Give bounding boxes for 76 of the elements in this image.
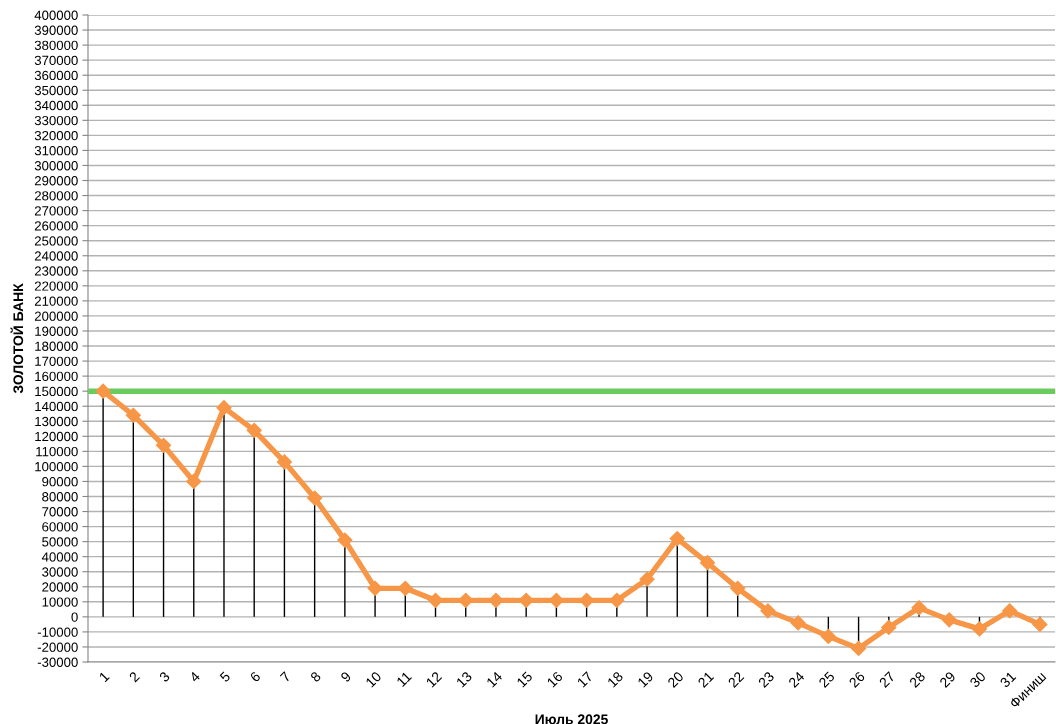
x-tick-label: 21: [697, 671, 715, 688]
y-tick-label: 320000: [34, 130, 78, 141]
y-tick-label: 70000: [42, 507, 78, 517]
x-tick-label: 23: [757, 671, 775, 688]
x-tick-label: 19: [637, 671, 654, 688]
y-tick-label: 300000: [34, 161, 78, 171]
x-tick-label: 2: [128, 671, 140, 683]
y-tick-label: 310000: [34, 145, 78, 156]
y-tick-label: 250000: [34, 236, 78, 246]
x-tick-label: 7: [279, 671, 292, 683]
y-tick-label: 10000: [42, 597, 78, 607]
y-tick-label: 400000: [34, 10, 78, 20]
y-tick-label: 20000: [42, 582, 78, 592]
y-tick-label: 350000: [34, 85, 78, 96]
x-axis-title: Июль 2025: [535, 714, 608, 724]
y-tick-label: 150000: [35, 386, 78, 397]
x-tick-label: 26: [848, 671, 866, 688]
y-tick-label: 130000: [35, 416, 78, 427]
x-tick-label: 6: [249, 671, 261, 683]
x-tick-label: 25: [818, 671, 836, 688]
y-tick-label: 40000: [41, 552, 78, 562]
y-tick-label: 240000: [34, 251, 78, 261]
y-tick-label: 390000: [34, 25, 78, 35]
x-tick-label: 18: [606, 671, 624, 688]
x-tick-label: 20: [667, 670, 685, 688]
y-tick-label: 340000: [34, 100, 78, 111]
x-tick-label: 1: [98, 671, 110, 683]
y-tick-label: 160000: [35, 371, 78, 382]
y-tick-label: -30000: [37, 657, 78, 667]
y-tick-label: 220000: [34, 281, 78, 291]
y-tick-label: 270000: [34, 206, 78, 216]
y-tick-label: 370000: [34, 55, 78, 66]
y-axis-title: ЗОЛОТОЙ БАНК: [10, 283, 24, 394]
y-tick-label: 210000: [34, 296, 78, 306]
x-tick-label: 16: [546, 671, 564, 688]
y-tick-label: 260000: [34, 221, 78, 231]
x-tick-label: 28: [908, 671, 926, 688]
y-tick-label: 180000: [35, 341, 78, 351]
y-tick-label: 170000: [35, 356, 78, 366]
y-tick-label: 330000: [34, 115, 78, 126]
x-tick-label: 24: [787, 670, 805, 688]
x-tick-label: 22: [727, 671, 745, 688]
x-tick-label: 27: [878, 671, 896, 688]
x-tick-label: 9: [340, 671, 352, 683]
x-tick-label: 10: [365, 670, 382, 688]
y-tick-label: 230000: [34, 266, 78, 276]
y-tick-label: 380000: [34, 40, 78, 50]
x-tick-label: 15: [516, 671, 533, 688]
x-tick-label: 13: [455, 671, 473, 688]
y-tick-label: 280000: [34, 191, 78, 201]
y-tick-label: -10000: [37, 627, 78, 637]
y-tick-label: -20000: [37, 642, 78, 652]
x-tick-label: 5: [219, 671, 231, 683]
y-tick-label: 190000: [35, 326, 78, 336]
x-tick-label: 14: [486, 670, 503, 688]
y-tick-label: 360000: [34, 70, 78, 81]
y-tick-label: 120000: [35, 431, 78, 442]
y-tick-label: 60000: [42, 522, 78, 532]
y-tick-label: 90000: [42, 477, 78, 487]
x-tick-label: 12: [425, 671, 443, 688]
y-tick-label: 30000: [42, 567, 78, 577]
x-tick-label: 4: [188, 670, 201, 683]
y-tick-label: 100000: [35, 461, 78, 472]
x-tick-label: 29: [939, 671, 956, 688]
y-tick-label: 290000: [34, 176, 78, 186]
y-tick-label: 110000: [36, 446, 78, 457]
y-tick-label: 50000: [42, 537, 78, 547]
y-tick-label: 80000: [42, 492, 78, 502]
x-tick-label: 30: [969, 670, 987, 689]
x-tick-label: 8: [309, 671, 322, 683]
x-tick-label: 17: [576, 671, 594, 688]
y-tick-label: 140000: [35, 401, 78, 412]
x-tick-label: 11: [396, 671, 412, 687]
y-tick-label: 200000: [34, 311, 78, 321]
x-tick-label: 3: [158, 671, 171, 683]
y-tick-label: 0: [71, 612, 78, 622]
